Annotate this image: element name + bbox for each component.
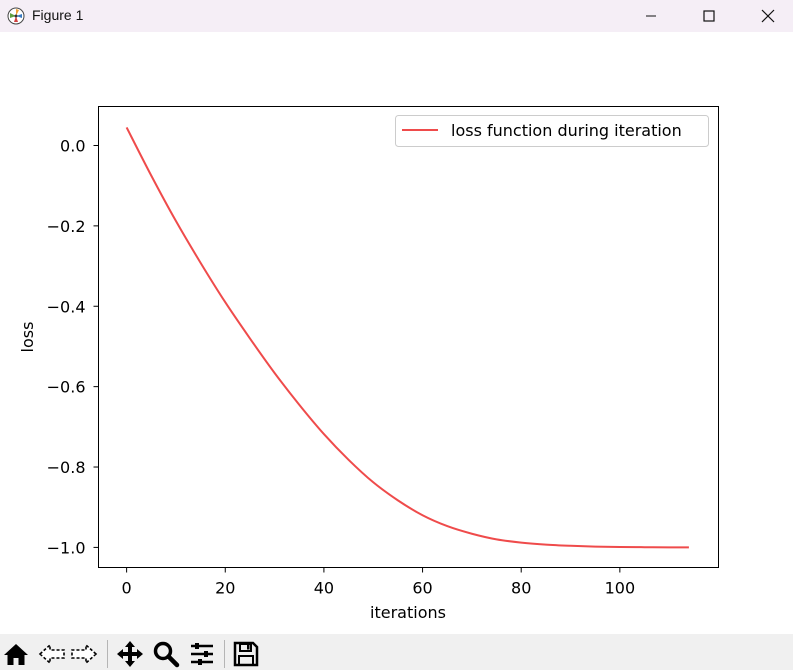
x-tick-label: 60	[412, 579, 432, 598]
toolbar-separator	[224, 640, 225, 668]
x-tick-label: 0	[122, 579, 132, 598]
close-button[interactable]	[745, 0, 791, 32]
figure-canvas: 0 20 40 60 80 100 0.0 −0.2 −0.4 −0.6 −0.8 −1.0 iter…	[0, 32, 793, 634]
y-tick-label: −1.0	[47, 538, 86, 557]
x-tick-label: 40	[314, 579, 334, 598]
pan-button[interactable]	[116, 640, 144, 668]
save-button[interactable]	[232, 640, 260, 668]
series-line	[125, 126, 689, 549]
x-tick-label: 20	[215, 579, 235, 598]
plot-area	[98, 106, 719, 568]
zoom-icon	[153, 641, 180, 668]
minimize-icon	[646, 15, 656, 17]
y-tick-label: 0.0	[60, 136, 85, 155]
toolbar-separator	[107, 640, 108, 668]
y-tick-label: −0.4	[47, 297, 86, 316]
zoom-button[interactable]	[152, 640, 180, 668]
axes-frame	[98, 106, 719, 568]
legend-box	[395, 115, 709, 147]
maximize-icon	[703, 10, 715, 22]
legend-label: loss function during iteration	[451, 121, 682, 140]
legend: loss function during iteration	[395, 115, 709, 147]
navigation-toolbar	[0, 634, 793, 670]
configure-subplots-button[interactable]	[188, 640, 216, 668]
pan-icon	[117, 641, 143, 667]
window-title: Figure 1	[32, 7, 84, 23]
y-tick-label: −0.2	[47, 217, 86, 236]
close-icon	[761, 9, 775, 23]
forward-button[interactable]	[70, 640, 98, 668]
configure-subplots-icon	[191, 643, 213, 665]
loss-chart: 0 20 40 60 80 100 0.0 −0.2 −0.4 −0.6 −0.8 −1.0 iter…	[18, 106, 719, 622]
y-tick-label: −0.6	[47, 378, 86, 397]
matplotlib-logo-icon	[7, 7, 25, 25]
back-button[interactable]	[38, 640, 66, 668]
y-axis-label: loss	[18, 322, 37, 353]
maximize-button[interactable]	[686, 0, 732, 32]
minimize-button[interactable]	[628, 0, 674, 32]
back-icon	[38, 643, 65, 665]
window-titlebar: Figure 1	[0, 0, 793, 32]
home-button[interactable]	[2, 640, 30, 668]
save-icon	[233, 641, 259, 667]
home-icon	[4, 644, 28, 665]
forward-icon	[71, 643, 98, 665]
y-tick-label: −0.8	[47, 458, 86, 477]
x-tick-label: 100	[605, 579, 636, 598]
x-axis-label: iterations	[370, 603, 446, 622]
x-tick-label: 80	[511, 579, 531, 598]
